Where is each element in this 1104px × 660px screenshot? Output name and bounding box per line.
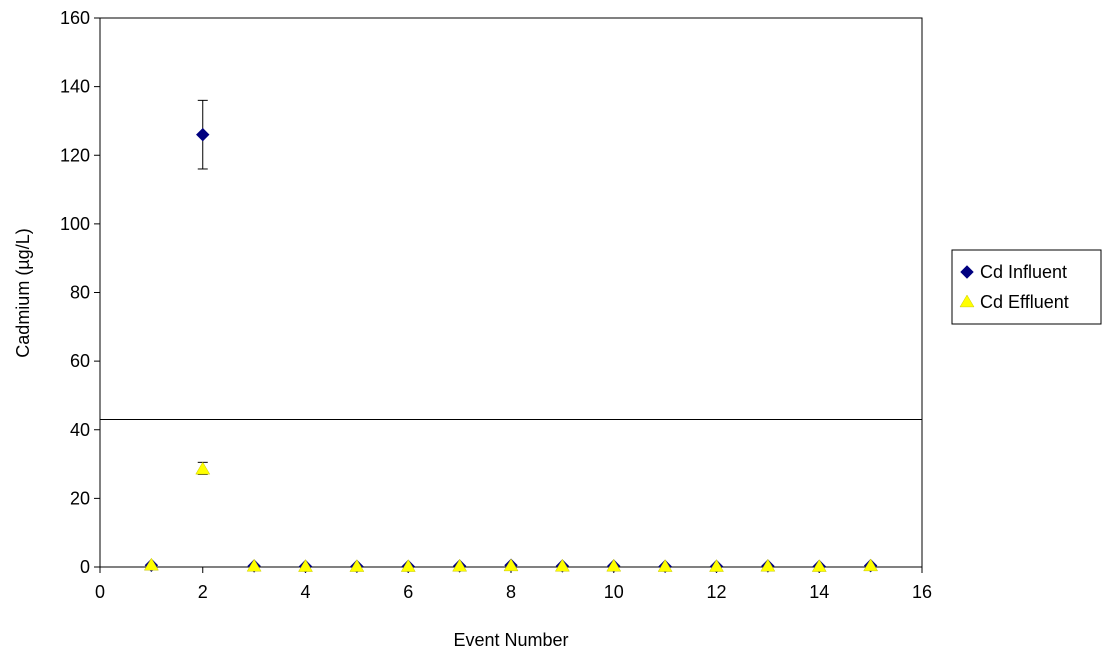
x-tick-label: 4 [300,582,310,602]
y-axis-label: Cadmium (µg/L) [13,228,33,357]
effluent-point [349,559,365,572]
x-tick-label: 16 [912,582,932,602]
effluent-point [298,559,313,572]
y-tick-label: 100 [60,214,90,234]
y-tick-label: 140 [60,77,90,97]
effluent-point [554,558,570,572]
plot-area: 0 20 40 60 80 100 120 140 160 0 2 4 6 8 10 12 14 16 [60,8,932,602]
effluent-point [606,558,622,572]
effluent-point [503,558,519,572]
legend-marker-influent [960,265,974,279]
effluent-point [811,559,827,572]
y-tick-label: 40 [70,420,90,440]
y-tick-label: 0 [80,557,90,577]
x-tick-label: 2 [198,582,208,602]
influent-point [196,127,210,142]
x-tick-label: 0 [95,582,105,602]
legend-marker-effluent [959,294,975,308]
x-tick-label: 12 [706,582,726,602]
x-axis-label: Event Number [453,630,568,650]
y-tick-label: 20 [70,488,90,508]
effluent-point [143,557,159,571]
x-tick-label: 8 [506,582,516,602]
y-tick-label: 120 [60,145,90,165]
effluent-point [400,559,416,572]
y-tick-label: 80 [70,283,90,303]
effluent-point [709,559,724,572]
effluent-point [452,558,468,572]
x-tick-label: 6 [403,582,413,602]
legend-label-effluent: Cd Effluent [980,292,1069,312]
effluent-point [863,558,879,572]
effluent-point [657,559,673,572]
x-tick-label: 14 [809,582,829,602]
effluent-point [246,558,262,572]
y-tick-label: 60 [70,351,90,371]
effluent-point [760,558,776,572]
legend-label-influent: Cd Influent [980,262,1067,282]
effluent-point [195,461,211,475]
y-tick-label: 160 [60,8,90,28]
plot-frame [99,17,923,568]
legend: Cd Influent Cd Effluent [951,249,1102,325]
legend-box [951,249,1102,325]
x-tick-label: 10 [604,582,624,602]
